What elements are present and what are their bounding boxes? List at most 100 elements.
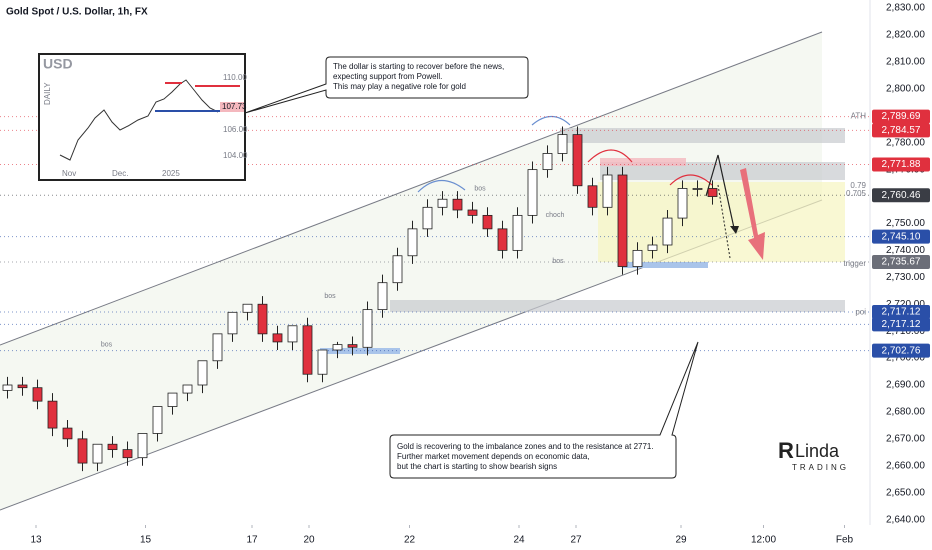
candle-body — [692, 188, 703, 190]
x-tick-label: 13 — [30, 535, 42, 546]
resistance-zone — [600, 158, 686, 166]
y-tick-label: 2,660.00 — [886, 460, 925, 471]
candle-body — [287, 325, 298, 343]
y-axis-bg — [870, 0, 932, 550]
x-tick-label: 12:00 — [751, 535, 776, 546]
candle-body — [212, 333, 223, 362]
callout-text: expecting support from Powell. — [333, 72, 442, 81]
price-tag — [872, 123, 930, 138]
y-tick-label: 2,720.00 — [886, 299, 925, 310]
candle-body — [602, 174, 613, 208]
inset-side: DAILY — [43, 82, 52, 105]
candle-body — [47, 400, 58, 429]
price-tag — [872, 317, 930, 332]
x-tick-label: 17 — [246, 535, 258, 546]
candle-body — [407, 228, 418, 257]
imbalance-zone — [600, 162, 845, 180]
level-label: ATH — [851, 112, 867, 121]
candle-body — [272, 333, 283, 343]
annotation: bos — [474, 185, 486, 192]
price-tag — [872, 343, 930, 358]
candle-body — [17, 384, 28, 389]
callout-text: Further market movement depends on econo… — [397, 452, 590, 461]
chart-title: Gold Spot / U.S. Dollar, 1h, FX — [6, 7, 148, 18]
candle-body — [677, 188, 688, 219]
callout-text: This may play a negative role for gold — [333, 82, 466, 91]
inset-frame — [38, 53, 246, 181]
candle-body — [167, 392, 178, 407]
candle-body — [122, 449, 133, 459]
candle-body — [662, 217, 673, 246]
y-tick-label: 2,640.00 — [886, 514, 925, 525]
inset-tick: 104.00 — [223, 151, 248, 160]
x-tick-label: 29 — [675, 535, 687, 546]
inset-tick: 106.00 — [223, 125, 248, 134]
price-tag-label: 2,760.46 — [882, 190, 921, 201]
arrow-head — [730, 226, 739, 234]
y-tick-label: 2,830.00 — [886, 3, 925, 14]
price-tag-label: 2,702.76 — [882, 345, 921, 356]
y-tick-label: 2,730.00 — [886, 272, 925, 283]
inset-tick: 110.00 — [223, 73, 247, 82]
annotation: bos — [324, 293, 336, 300]
level-label: trigger — [843, 259, 866, 268]
candle-body — [227, 311, 238, 335]
bearish-arrow — [740, 168, 765, 260]
arc — [587, 149, 633, 163]
poi-zone — [390, 300, 845, 312]
annotation: bos — [101, 341, 113, 348]
candle-body — [107, 443, 118, 451]
arc — [417, 179, 466, 193]
inset-price: 107.73 — [222, 102, 247, 111]
callout-text: Gold is recovering to the imbalance zone… — [397, 442, 654, 451]
callout-text: The dollar is starting to recover before… — [333, 62, 504, 71]
y-tick-label: 2,680.00 — [886, 407, 925, 418]
x-tick-label: 24 — [513, 535, 525, 546]
logo-r: R — [778, 438, 794, 463]
x-tick-label: 27 — [570, 535, 582, 546]
y-tick-label: 2,690.00 — [886, 380, 925, 391]
candle-body — [332, 344, 343, 351]
candle-body — [62, 427, 73, 440]
candle-body — [452, 198, 463, 211]
price-tag-label: 2,717.12 — [882, 307, 921, 318]
level-label: 0.705 — [846, 189, 867, 198]
candle-body — [77, 438, 88, 464]
logo-name: Linda — [795, 441, 840, 461]
candle-body — [302, 325, 313, 375]
candle-body — [497, 228, 508, 251]
candle-body — [437, 198, 448, 208]
inset-line — [59, 79, 219, 161]
y-tick-label: 2,800.00 — [886, 83, 925, 94]
candle-body — [347, 344, 358, 348]
y-tick-label: 2,700.00 — [886, 353, 925, 364]
inset: USD DAILY 110.00 107.73 106.00 104.00 No… — [38, 53, 248, 181]
y-tick-label: 2,820.00 — [886, 30, 925, 41]
candle-body — [527, 169, 538, 216]
arc — [669, 174, 713, 186]
candle-body — [512, 214, 523, 251]
candle-body — [2, 384, 13, 391]
annotation: bos — [552, 258, 564, 265]
annotation: choch — [546, 212, 565, 219]
price-tag-label: 2,784.57 — [882, 125, 921, 136]
y-tick-label: 2,740.00 — [886, 245, 925, 256]
x-tick-label: 15 — [140, 535, 152, 546]
y-tick-label: 2,750.00 — [886, 218, 925, 229]
callout-box — [389, 341, 699, 479]
logo-sub: TRADING — [792, 463, 849, 472]
candle-body — [617, 174, 628, 267]
candle-body — [257, 303, 268, 335]
candle-body — [32, 387, 43, 402]
price-tag-label: 2,717.12 — [882, 319, 921, 330]
candle-body — [362, 309, 373, 348]
candle-body — [182, 384, 193, 394]
target-zone — [598, 182, 845, 262]
candle-body — [632, 249, 643, 267]
candle-body — [587, 185, 598, 208]
support-zone — [622, 262, 708, 268]
candle-body — [422, 206, 433, 230]
x-tick-label: 22 — [404, 535, 416, 546]
candle-body — [572, 134, 583, 187]
